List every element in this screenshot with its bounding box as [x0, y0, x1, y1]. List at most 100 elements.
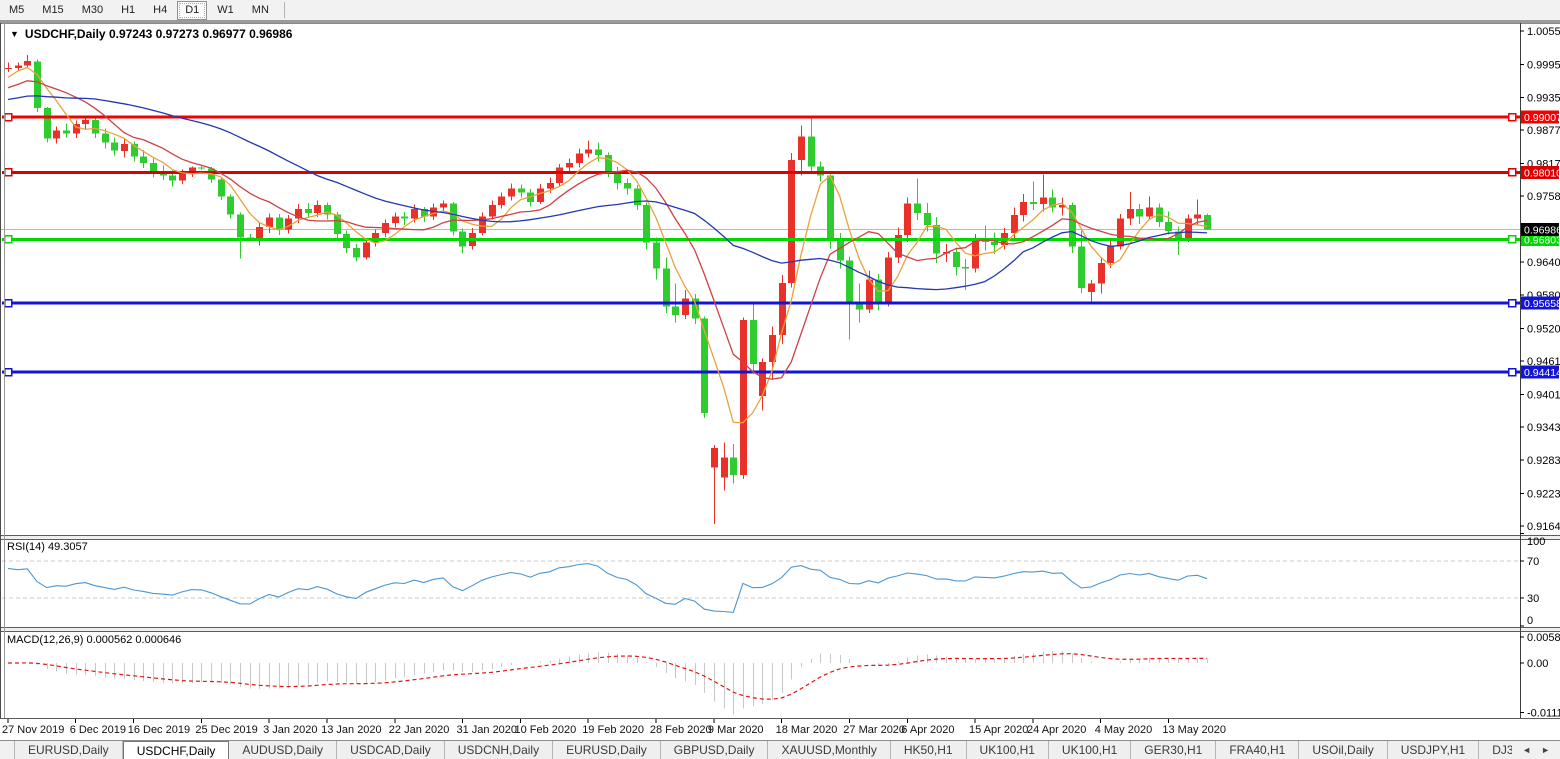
- candle-body: [411, 209, 418, 219]
- candle-body: [111, 142, 118, 151]
- candle-body: [1088, 283, 1095, 292]
- chart-tab-hk50-8[interactable]: HK50,H1: [890, 741, 967, 759]
- rsi-axis-label: 0: [1527, 615, 1533, 627]
- date-label: 9 Mar 2020: [708, 724, 764, 736]
- line-drag-handle[interactable]: [1507, 367, 1517, 377]
- line-drag-handle[interactable]: [1507, 168, 1517, 177]
- level-price-tag: 0.96803: [1524, 234, 1560, 246]
- chart-tab-xauusd-7[interactable]: XAUUSD,Monthly: [768, 741, 891, 759]
- candle-body: [508, 188, 515, 197]
- candle-body: [643, 205, 650, 243]
- timeframe-toolbar: M5 M15 M30 H1 H4 D1 W1 MN: [0, 0, 1560, 23]
- timeframe-button-h4[interactable]: H4: [145, 1, 175, 20]
- chart-tab-ger30-11[interactable]: GER30,H1: [1131, 741, 1217, 759]
- candle-body: [237, 214, 244, 238]
- date-label: 18 Mar 2020: [776, 724, 838, 736]
- level-price-tag: 0.98010: [1524, 167, 1560, 179]
- candle-body: [285, 218, 292, 230]
- candle-body: [1117, 218, 1124, 247]
- chart-tab-uk100-10[interactable]: UK100,H1: [1048, 741, 1132, 759]
- ma-line-10: [7, 80, 1208, 380]
- candle-body: [711, 447, 718, 468]
- candle-body: [624, 182, 631, 189]
- candle-body: [866, 279, 873, 310]
- timeframe-button-m15[interactable]: M15: [34, 1, 71, 20]
- chart-tab-usdcnh-4[interactable]: USDCNH,Daily: [444, 741, 554, 759]
- candle-body: [827, 175, 834, 241]
- price-axis-label: 0.94015: [1527, 389, 1560, 401]
- candle-body: [102, 133, 109, 143]
- line-drag-handle[interactable]: [3, 367, 13, 377]
- candle-body: [24, 61, 31, 66]
- candle-body: [266, 217, 273, 227]
- chart-window: 1.005550.999550.993550.987700.981700.975…: [0, 23, 1560, 740]
- timeframe-button-h1[interactable]: H1: [113, 1, 143, 20]
- candle-body: [421, 209, 428, 217]
- timeframe-button-m5[interactable]: M5: [1, 1, 32, 20]
- chart-tab-gbpusd-6[interactable]: GBPUSD,Daily: [660, 741, 769, 759]
- candle-body: [972, 238, 979, 269]
- timeframe-button-mn[interactable]: MN: [244, 1, 277, 20]
- candle-body: [585, 149, 592, 154]
- chart-tab-eurusd-5[interactable]: EURUSD,Daily: [553, 741, 661, 759]
- date-label: 22 Jan 2020: [389, 724, 450, 736]
- candle-body: [962, 266, 969, 269]
- candle-body: [1136, 209, 1143, 217]
- chart-tab-usdjpy-14[interactable]: USDJPY,H1: [1387, 741, 1480, 759]
- timeframe-button-m30[interactable]: M30: [74, 1, 111, 20]
- chart-tab-eurusd-0[interactable]: EURUSD,Daily: [15, 741, 123, 759]
- chart-tab-uk100-9[interactable]: UK100,H1: [966, 741, 1049, 759]
- candle-body: [198, 167, 205, 169]
- candle-body: [1049, 197, 1056, 208]
- candle-body: [798, 136, 805, 161]
- chart-tab-usdchf-1[interactable]: USDCHF,Daily: [122, 741, 230, 759]
- candle-body: [788, 160, 795, 283]
- candle-body: [672, 306, 679, 316]
- candle-body: [682, 298, 689, 316]
- date-label: 15 Apr 2020: [969, 724, 1028, 736]
- chart-canvas[interactable]: 1.005550.999550.993550.987700.981700.975…: [0, 23, 1560, 740]
- tab-scroll-left-icon[interactable]: ◄: [1522, 745, 1532, 755]
- candle-body: [750, 320, 757, 365]
- price-axis-label: 0.99955: [1527, 59, 1560, 71]
- chart-tab-usoil-13[interactable]: USOil,Daily: [1299, 741, 1388, 759]
- candle-body: [227, 196, 234, 215]
- line-drag-handle[interactable]: [3, 112, 13, 122]
- candle-body: [179, 172, 186, 181]
- date-label: 6 Apr 2020: [901, 724, 954, 736]
- timeframe-button-w1[interactable]: W1: [209, 1, 242, 20]
- candle-body: [498, 196, 505, 206]
- candle-body: [904, 203, 911, 236]
- candle-body: [614, 171, 621, 183]
- level-price-tag: 0.94414: [1524, 367, 1560, 379]
- line-drag-handle[interactable]: [3, 235, 13, 244]
- chart-tab-audusd-2[interactable]: AUDUSD,Daily: [229, 741, 338, 759]
- line-drag-handle[interactable]: [1507, 298, 1517, 308]
- candle-body: [479, 216, 486, 233]
- candle-body: [295, 209, 302, 219]
- candle-body: [1069, 205, 1076, 247]
- pane-separator[interactable]: [0, 535, 1560, 540]
- candle-body: [1175, 231, 1182, 239]
- date-label: 28 Feb 2020: [650, 724, 712, 736]
- chart-tab-fra40-12[interactable]: FRA40,H1: [1216, 741, 1300, 759]
- candle-body: [140, 156, 147, 163]
- level-price-tag-box: [1521, 232, 1559, 246]
- candle-body: [566, 162, 573, 168]
- timeframe-button-d1[interactable]: D1: [177, 0, 208, 20]
- tab-scroll-right-icon[interactable]: ►: [1541, 745, 1550, 755]
- pane-separator[interactable]: [0, 627, 1560, 632]
- line-drag-handle[interactable]: [1507, 112, 1517, 122]
- price-axis-label: 0.99355: [1527, 93, 1560, 105]
- candle-body: [334, 214, 341, 234]
- line-drag-handle[interactable]: [3, 168, 13, 177]
- candle-body: [537, 188, 544, 202]
- line-drag-handle[interactable]: [1507, 235, 1517, 244]
- line-drag-handle[interactable]: [3, 298, 13, 308]
- candle-body: [53, 130, 60, 139]
- chart-tab-dj30-15[interactable]: DJ30,Daily: [1479, 741, 1513, 759]
- chart-tab-usdcad-3[interactable]: USDCAD,Daily: [337, 741, 445, 759]
